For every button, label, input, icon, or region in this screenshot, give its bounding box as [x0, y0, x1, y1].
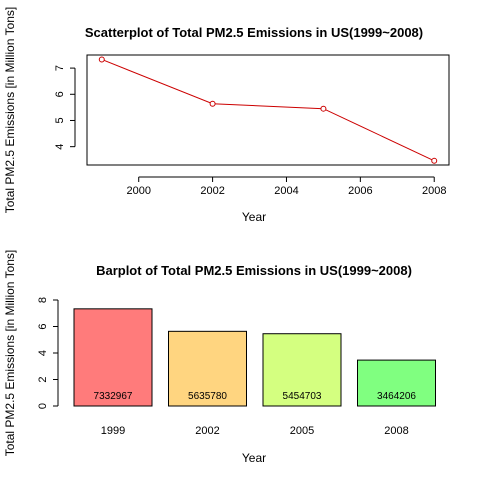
bar-title: Barplot of Total PM2.5 Emissions in US(1…	[96, 263, 412, 278]
bar-y-axis: 0 2 4 6 8	[37, 297, 59, 409]
scatter-panel: Scatterplot of Total PM2.5 Emissions in …	[3, 7, 450, 224]
scatter-x-axis: 2000 2002 2004 2006 2008	[126, 176, 446, 197]
bar-value-label: 7332967	[94, 391, 133, 402]
scatter-x-tick-label: 2006	[348, 185, 372, 197]
scatter-y-tick-label: 5	[54, 117, 66, 123]
scatter-y-label: Total PM2.5 Emissions [in Million Tons]	[3, 7, 17, 214]
scatter-x-tick-label: 2008	[422, 185, 446, 197]
bar-value-label: 5454703	[283, 391, 322, 402]
bar	[262, 333, 342, 407]
scatter-x-tick-label: 2000	[126, 185, 150, 197]
scatter-series	[98, 56, 438, 164]
bar-y-label: Total PM2.5 Emissions [in Million Tons]	[3, 250, 17, 457]
bar-y-tick-label: 4	[37, 350, 49, 356]
scatter-point	[320, 105, 327, 112]
scatter-y-tick-label: 6	[54, 91, 66, 97]
bar-y-tick-label: 2	[37, 376, 49, 382]
scatter-x-tick-label: 2002	[200, 185, 224, 197]
bar-category-label: 1999	[101, 425, 125, 437]
bar	[168, 330, 247, 407]
bar-category-label: 2008	[384, 425, 408, 437]
scatter-x-label: Year	[242, 210, 266, 224]
bar-y-tick-label: 8	[37, 297, 49, 303]
scatter-line	[101, 58, 435, 162]
scatter-title: Scatterplot of Total PM2.5 Emissions in …	[85, 25, 423, 40]
scatter-point	[98, 56, 105, 63]
bar-value-label: 3464206	[377, 391, 416, 402]
bar-value-label: 5635780	[188, 391, 227, 402]
scatter-point	[209, 100, 216, 107]
bar-y-tick-label: 0	[37, 403, 49, 409]
scatter-plot-box	[86, 54, 450, 166]
bar-series: 7332967 1999 5635780 2002 5454703 2005 3464206…	[73, 308, 436, 437]
bar-category-label: 2002	[195, 425, 219, 437]
scatter-y-axis: 4 5 6 7	[54, 65, 76, 150]
bar-category-label: 2005	[290, 425, 314, 437]
bar	[73, 308, 153, 407]
bar-y-tick-label: 6	[37, 323, 49, 329]
scatter-x-tick-label: 2004	[274, 185, 298, 197]
scatter-y-tick-label: 7	[54, 65, 66, 71]
bar	[357, 359, 436, 407]
bar-x-label: Year	[242, 451, 266, 465]
scatter-y-tick-label: 4	[54, 144, 66, 150]
bar-panel: Barplot of Total PM2.5 Emissions in US(1…	[3, 250, 436, 465]
scatter-point	[431, 157, 438, 164]
